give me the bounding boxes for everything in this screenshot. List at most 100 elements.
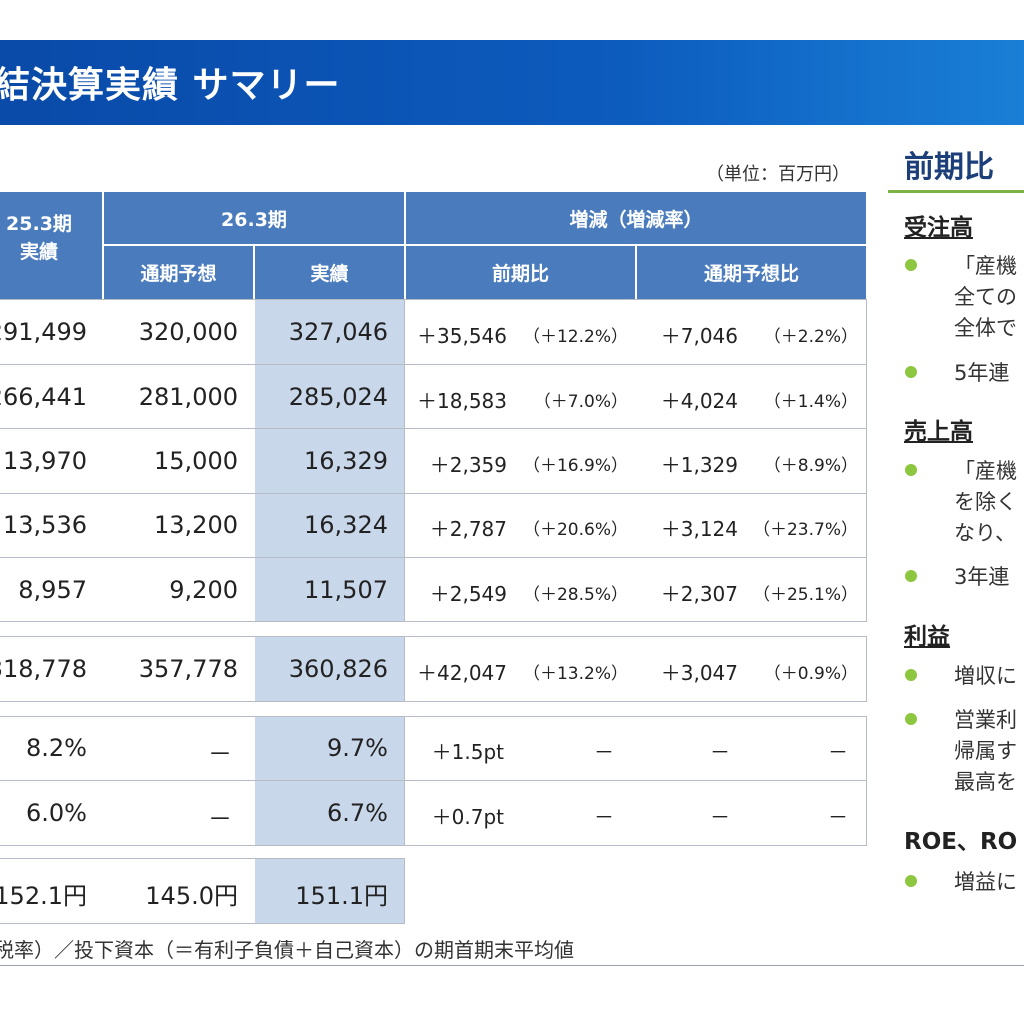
header-vs-forecast-label: 通期予想比	[703, 263, 799, 285]
cell-yoy-rate: （＋12.2%）	[522, 327, 628, 347]
cell-yoy-rate: －	[594, 740, 614, 764]
cell-vf: －	[710, 805, 730, 829]
right-panel-accent-line	[888, 190, 1024, 193]
cell-vf: ＋3,124	[660, 517, 738, 541]
bullet-text: 増益に	[954, 870, 1017, 894]
bullet-text: 「産機	[954, 459, 1017, 483]
table-group-main	[0, 299, 867, 622]
bullet-icon	[905, 669, 917, 681]
bullet-text: を除く	[954, 490, 1017, 514]
cell-prev: 152.1円	[0, 882, 87, 910]
col-divider	[404, 716, 405, 846]
header-change-label: 増減（増減率）	[569, 208, 703, 231]
cell-forecast: 13,200	[154, 511, 238, 539]
row-divider	[0, 493, 866, 494]
cell-yoy: ＋18,583	[417, 389, 507, 413]
bullet-text: 全ての	[954, 285, 1017, 309]
cell-vf-rate: （＋25.1%）	[752, 585, 858, 605]
header-forecast-label: 通期予想	[140, 263, 217, 285]
cell-yoy: ＋2,787	[429, 517, 507, 541]
bullet-text: 最高を	[954, 770, 1017, 794]
cell-vf: －	[710, 740, 730, 764]
footnote: 税率）／投下資本（＝有利子負債＋自己資本）の期首期末平均値	[0, 938, 574, 962]
bullet-text: 営業利	[954, 708, 1017, 732]
header-yoy-label: 前期比	[491, 263, 549, 285]
cell-vf-rate: （＋23.7%）	[752, 520, 858, 540]
header-current-year-label: 26.3期	[221, 208, 287, 231]
cell-prev: 13,970	[3, 447, 87, 475]
bullet-text: 全体で	[954, 316, 1017, 340]
bullet-icon	[905, 875, 917, 887]
cell-actual: 151.1円	[295, 882, 388, 910]
row-divider	[0, 364, 866, 365]
bullet-icon	[905, 713, 917, 725]
cell-forecast: 145.0円	[145, 882, 238, 910]
header-current-year: 26.3期	[104, 192, 404, 244]
bullet-icon	[905, 259, 917, 271]
cell-yoy-rate: （＋7.0%）	[533, 392, 628, 412]
header-vs-forecast: 通期予想比	[637, 246, 866, 299]
bullet-text: 3年連	[954, 565, 1010, 589]
header-prev-year-label: 25.3期 実績	[6, 212, 72, 263]
cell-prev: 13,536	[3, 511, 87, 539]
cell-vf-rate: （＋0.9%）	[763, 664, 858, 684]
cell-vf: ＋4,024	[660, 389, 738, 413]
cell-yoy: ＋42,047	[417, 661, 507, 685]
actual-highlight	[255, 717, 404, 845]
bullet-icon	[905, 464, 917, 476]
col-divider	[404, 636, 405, 702]
page-title: 結決算実績 サマリー	[0, 65, 341, 106]
cell-forecast: －	[208, 805, 232, 833]
actual-highlight	[255, 300, 404, 621]
cell-forecast: 281,000	[138, 383, 238, 411]
cell-actual: 327,046	[288, 318, 388, 346]
header-actual: 実績	[255, 246, 404, 299]
header-actual-label: 実績	[310, 263, 349, 285]
cell-yoy-rate: （＋13.2%）	[522, 664, 628, 684]
cell-vf: ＋1,329	[660, 453, 738, 477]
bottom-divider	[0, 965, 1024, 966]
cell-prev: 318,778	[0, 655, 87, 683]
cell-forecast: 320,000	[138, 318, 238, 346]
cell-yoy: ＋2,359	[429, 453, 507, 477]
header-forecast: 通期予想	[104, 246, 253, 299]
cell-vf: ＋7,046	[660, 324, 738, 348]
bullet-text: 帰属す	[954, 739, 1017, 763]
cell-forecast: －	[208, 740, 232, 768]
section-heading: 利益	[904, 624, 950, 650]
actual-highlight	[255, 637, 404, 701]
cell-yoy-rate: （＋28.5%）	[522, 585, 628, 605]
cell-vf-rate: （＋8.9%）	[763, 456, 858, 476]
cell-actual: 360,826	[288, 655, 388, 683]
cell-prev: 291,499	[0, 318, 87, 346]
cell-actual: 11,507	[304, 576, 388, 604]
cell-yoy: ＋35,546	[417, 324, 507, 348]
bullet-text: なり、	[954, 521, 1017, 545]
header-prev-year: 25.3期 実績	[0, 192, 102, 299]
cell-yoy-rate: （＋20.6%）	[522, 520, 628, 540]
cell-forecast: 9,200	[169, 576, 238, 604]
table-group-fx	[0, 858, 405, 924]
cell-vf-rate: （＋2.2%）	[763, 327, 858, 347]
row-divider	[0, 557, 866, 558]
cell-vf: ＋3,047	[660, 661, 738, 685]
cell-actual: 16,324	[304, 511, 388, 539]
cell-yoy: ＋2,549	[429, 582, 507, 606]
header-yoy: 前期比	[406, 246, 635, 299]
cell-yoy: ＋0.7pt	[431, 805, 504, 829]
right-panel-title: 前期比	[904, 150, 994, 185]
cell-prev: 8,957	[18, 576, 87, 604]
section-heading: ROE、RO	[904, 829, 1018, 855]
cell-actual: 285,024	[288, 383, 388, 411]
bullet-icon	[905, 366, 917, 378]
row-divider	[0, 780, 866, 781]
cell-yoy-rate: （＋16.9%）	[522, 456, 628, 476]
cell-vf-rate: （＋1.4%）	[763, 392, 858, 412]
section-heading: 受注高	[904, 215, 973, 241]
cell-actual: 9.7%	[327, 734, 388, 762]
header-change: 増減（増減率）	[406, 192, 866, 244]
cell-vf: ＋2,307	[660, 582, 738, 606]
bullet-text: 「産機	[954, 254, 1017, 278]
section-heading: 売上高	[904, 419, 973, 445]
title-banner	[0, 40, 1024, 125]
